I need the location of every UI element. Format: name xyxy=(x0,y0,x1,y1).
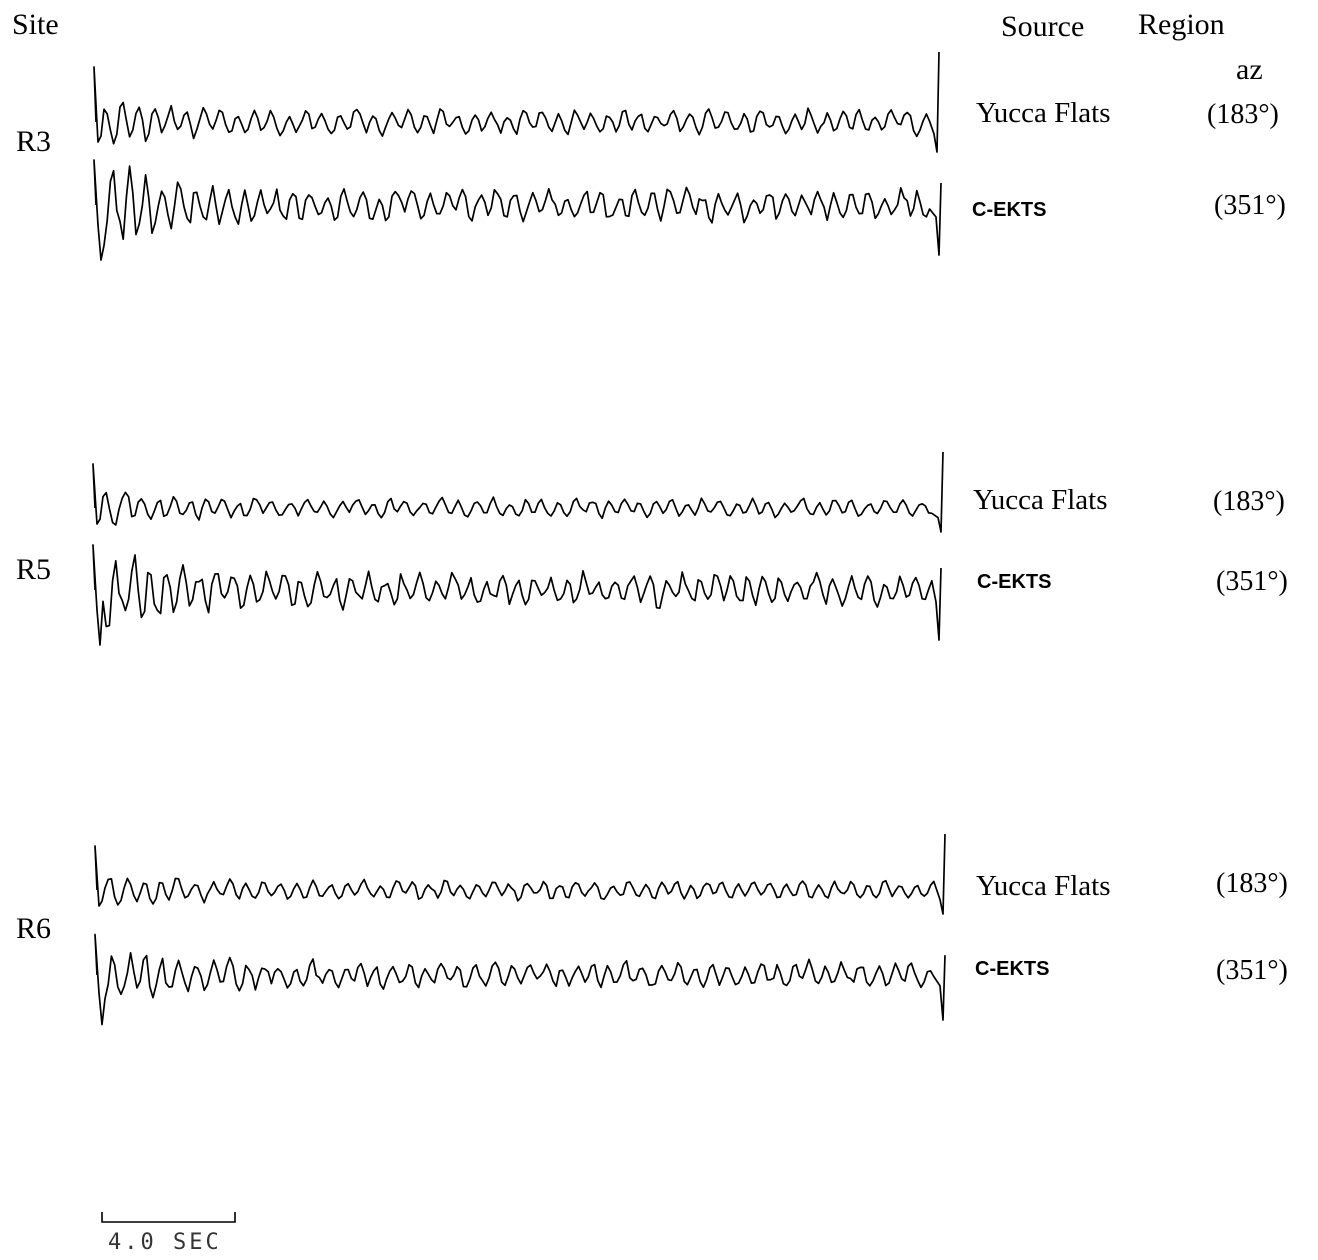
source-label-r5-cekts: C-EKTS xyxy=(977,571,1052,593)
trace-r6-yucca-flats xyxy=(94,833,946,915)
source-label-r6-cekts: C-EKTS xyxy=(975,958,1050,980)
site-label-r6: R6 xyxy=(16,912,52,945)
az-label-r5-cekts: (351°) xyxy=(1216,566,1288,597)
source-label-r5-yucca: Yucca Flats xyxy=(973,484,1108,516)
source-label-r3-cekts: C-EKTS xyxy=(972,199,1047,221)
source-label-r3-yucca: Yucca Flats xyxy=(976,97,1111,129)
az-label-r6-yucca: (183°) xyxy=(1216,868,1288,899)
site-label-r3: R3 xyxy=(16,125,52,158)
az-label-r6-cekts: (351°) xyxy=(1216,955,1288,986)
az-label-r5-yucca: (183°) xyxy=(1213,486,1285,517)
region-header: Region xyxy=(1138,8,1225,41)
site-header: Site xyxy=(12,8,59,41)
trace-r5-c-ekts xyxy=(92,544,942,646)
trace-r3-c-ekts xyxy=(93,159,942,261)
az-label-r3-cekts: (351°) xyxy=(1214,190,1286,221)
time-scale-line xyxy=(101,1212,236,1223)
az-header: az xyxy=(1236,53,1263,86)
site-label-r5: R5 xyxy=(16,553,52,586)
source-header: Source xyxy=(1001,10,1085,43)
az-label-r3-yucca: (183°) xyxy=(1207,99,1279,130)
trace-r5-yucca-flats xyxy=(92,451,944,533)
source-label-r6-yucca: Yucca Flats xyxy=(976,870,1111,902)
time-scale-label: 4.0 SEC xyxy=(108,1230,222,1255)
trace-r6-c-ekts xyxy=(94,933,946,1026)
trace-r3-yucca-flats xyxy=(93,51,940,153)
